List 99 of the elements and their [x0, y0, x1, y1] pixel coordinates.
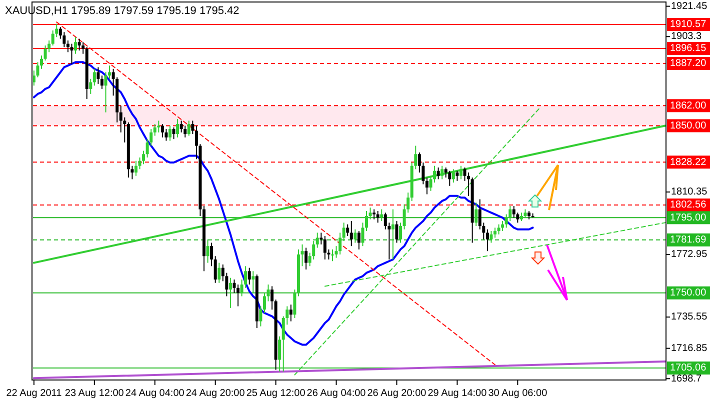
- candlestick: [228, 277, 232, 308]
- candlestick: [459, 165, 462, 180]
- y-tick-label: 1921.45: [671, 0, 708, 12]
- candlestick: [259, 306, 262, 327]
- candlestick: [425, 177, 428, 195]
- candlestick: [486, 228, 489, 252]
- candlestick: [89, 78, 92, 94]
- candlestick: [304, 247, 308, 270]
- y-tick-label: 1735.55: [671, 312, 708, 323]
- x-tick-label: 25 Aug 12:00: [246, 388, 306, 399]
- candlestick: [134, 160, 138, 176]
- candlestick: [368, 207, 372, 220]
- candlestick: [232, 279, 236, 294]
- candlestick: [350, 220, 353, 247]
- ref-line-label: 1705.06: [670, 362, 707, 374]
- ref-line-label: 1795.00: [670, 212, 707, 224]
- candlestick: [236, 284, 240, 307]
- candlestick: [456, 170, 459, 182]
- candlestick: [218, 262, 221, 284]
- candlestick: [448, 170, 452, 186]
- candlestick: [376, 210, 380, 224]
- candlestick: [316, 232, 319, 248]
- candlestick: [157, 120, 160, 133]
- y-tick-label: 1698.7: [671, 373, 702, 384]
- candlestick: [300, 244, 304, 267]
- candlestick: [474, 202, 478, 227]
- x-tick-label: 24 Aug 20:00: [186, 388, 246, 399]
- candlestick: [320, 232, 323, 245]
- x-tick-label: 23 Aug 12:00: [64, 388, 124, 399]
- candlestick: [354, 228, 357, 244]
- candlestick: [399, 222, 402, 244]
- candlestick: [440, 165, 444, 180]
- candlestick: [323, 236, 326, 260]
- candlestick: [248, 267, 251, 286]
- ref-line-label: 1910.57: [670, 19, 707, 30]
- candlestick: [436, 167, 440, 180]
- candlestick: [361, 222, 364, 247]
- candlestick: [357, 230, 360, 250]
- candlestick: [365, 210, 368, 232]
- candlestick: [44, 44, 47, 62]
- candlestick: [270, 286, 274, 310]
- candlestick: [380, 208, 384, 222]
- ref-line-label: 1781.69: [670, 234, 707, 246]
- candlestick: [330, 248, 334, 262]
- x-tick-label: 22 Aug 2011: [6, 388, 62, 399]
- candlestick: [160, 124, 164, 138]
- ref-line-label: 1802.56: [670, 200, 707, 211]
- candlestick: [168, 125, 172, 142]
- candlestick: [40, 55, 44, 70]
- candlestick: [346, 224, 350, 237]
- x-tick-label: 24 Aug 04:00: [125, 388, 185, 399]
- candlestick: [497, 224, 500, 235]
- candlestick: [501, 220, 504, 232]
- candlestick: [493, 227, 496, 238]
- candlestick: [153, 124, 156, 136]
- line-series: [33, 61, 534, 346]
- ref-line-label: 1850.00: [670, 120, 707, 132]
- x-tick-label: 29 Aug 14:00: [428, 388, 488, 399]
- candlestick: [176, 118, 180, 138]
- ref-line-label: 1862.00: [670, 100, 707, 112]
- candlestick: [214, 256, 217, 284]
- candlestick: [210, 242, 214, 267]
- candlestick: [104, 72, 108, 113]
- ref-line-label: 1896.15: [670, 43, 707, 54]
- candlestick: [342, 222, 346, 242]
- candlestick: [252, 270, 255, 294]
- candlestick: [82, 42, 85, 54]
- y-tick-label: 1716.85: [671, 342, 708, 354]
- y-tick-label: 1772.95: [671, 249, 708, 260]
- candlestick: [391, 208, 394, 260]
- candlestick: [206, 238, 210, 264]
- ref-line-label: 1750.00: [670, 288, 707, 299]
- candlestick: [142, 150, 146, 165]
- x-tick-label: 30 Aug 06:00: [488, 388, 548, 399]
- candlestick: [78, 38, 81, 51]
- candlestick: [293, 289, 296, 318]
- candlestick: [70, 43, 74, 64]
- candlestick: [278, 336, 282, 372]
- y-tick-label: 1810.35: [671, 186, 708, 198]
- candlestick: [372, 208, 376, 220]
- candlestick: [108, 65, 112, 80]
- x-tick-label: 26 Aug 20:00: [367, 388, 427, 399]
- candlestick: [289, 304, 292, 322]
- candlestick: [92, 68, 96, 86]
- candlestick: [490, 230, 493, 244]
- candlestick: [100, 75, 104, 90]
- candlestick: [96, 66, 100, 84]
- ref-line-label: 1887.20: [670, 58, 707, 70]
- y-tick-label: 1903.3: [671, 31, 702, 42]
- candlestick: [512, 205, 516, 218]
- candlestick: [191, 120, 194, 135]
- candlestick: [172, 126, 176, 140]
- candlestick: [338, 232, 342, 255]
- x-tick-label: 26 Aug 04:00: [306, 388, 366, 399]
- candlestick: [395, 220, 398, 244]
- candlestick: [74, 36, 78, 54]
- candlestick: [452, 168, 455, 184]
- candlestick: [187, 120, 190, 136]
- ref-line-label: 1828.22: [670, 156, 707, 168]
